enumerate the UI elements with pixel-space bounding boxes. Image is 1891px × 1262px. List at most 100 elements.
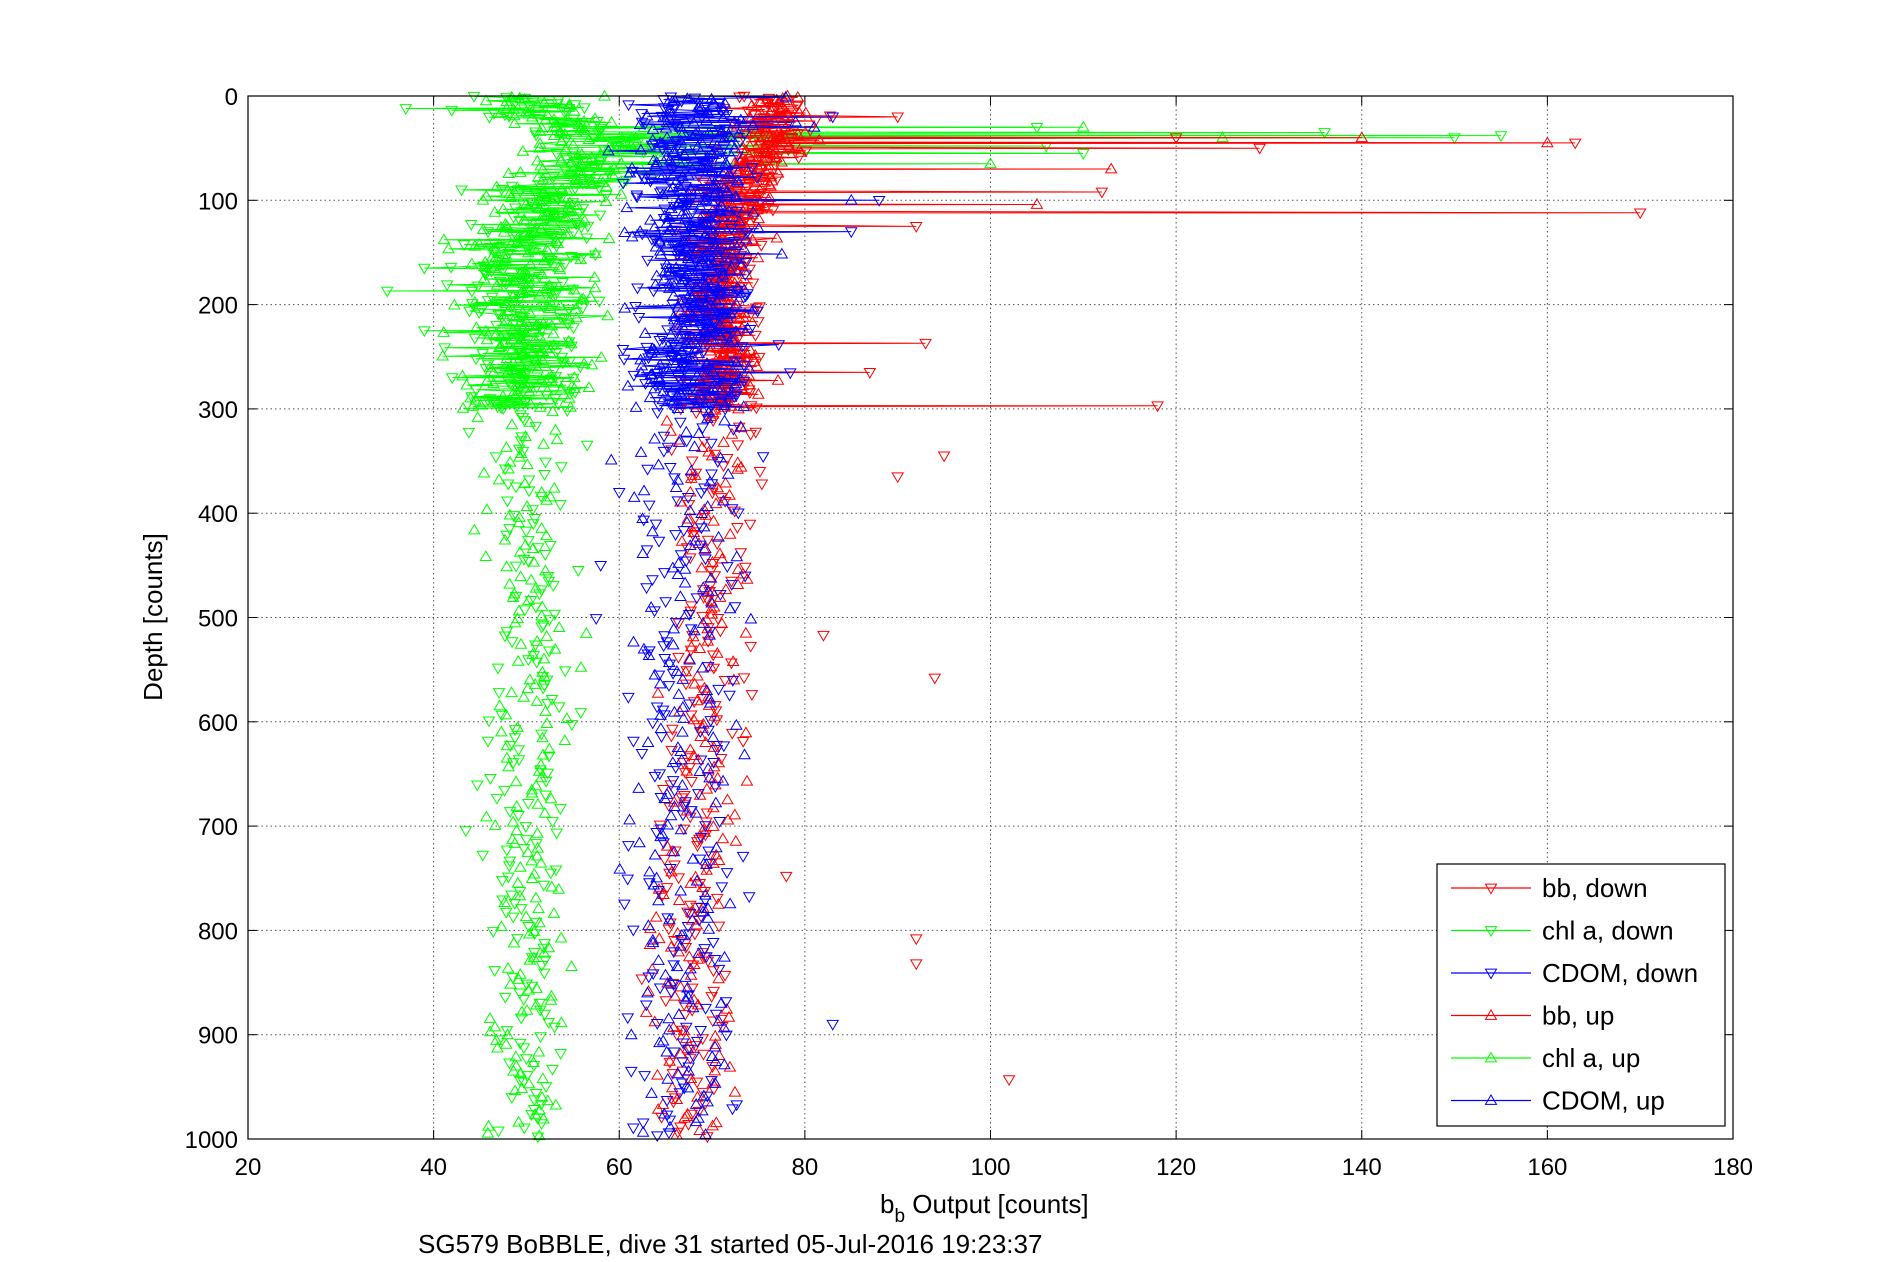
data-point	[535, 1090, 549, 1102]
data-point	[661, 339, 675, 351]
data-point	[909, 934, 923, 946]
data-point	[688, 534, 702, 546]
data-point	[499, 297, 512, 309]
data-point	[708, 571, 722, 583]
data-point	[483, 1012, 497, 1023]
data-point	[514, 436, 528, 448]
data-point	[537, 652, 551, 664]
data-point	[652, 401, 666, 413]
data-point	[380, 286, 394, 298]
data-point	[554, 804, 567, 816]
data-point	[751, 251, 765, 263]
data-point	[546, 817, 559, 828]
data-point	[555, 135, 568, 147]
data-point	[691, 669, 704, 681]
data-point	[703, 383, 717, 395]
data-point	[493, 1035, 506, 1047]
data-point	[677, 234, 690, 246]
data-point	[706, 178, 720, 190]
legend-box	[1436, 863, 1726, 1127]
data-point	[574, 293, 588, 305]
data-point	[664, 424, 678, 436]
data-point	[707, 757, 721, 769]
data-point	[648, 220, 662, 232]
data-point	[654, 172, 668, 184]
data-point	[667, 289, 681, 301]
data-point	[669, 846, 682, 858]
data-point	[669, 763, 683, 774]
data-point	[537, 968, 551, 980]
data-point	[524, 573, 538, 585]
data-point	[565, 156, 578, 168]
data-point	[715, 280, 729, 292]
data-point	[574, 253, 588, 265]
data-point	[1253, 143, 1267, 155]
data-point	[527, 1056, 540, 1067]
data-point	[680, 92, 694, 104]
data-point	[456, 401, 470, 413]
data-point	[653, 983, 667, 995]
data-point	[515, 1005, 529, 1017]
data-point	[734, 460, 748, 472]
data-point	[516, 446, 530, 458]
data-point	[625, 230, 639, 242]
data-point	[533, 401, 547, 412]
data-point	[735, 342, 749, 354]
data-point	[530, 695, 544, 706]
data-point	[657, 214, 671, 225]
data-point	[459, 826, 473, 838]
data-point	[692, 947, 706, 958]
data-point	[571, 149, 584, 161]
data-point	[567, 283, 581, 295]
data-point	[736, 736, 750, 748]
data-point	[667, 1097, 680, 1109]
data-point	[491, 1041, 504, 1053]
data-point	[1076, 149, 1090, 160]
data-point	[528, 1107, 542, 1119]
data-point	[543, 540, 557, 552]
data-point	[524, 397, 538, 409]
data-point	[533, 141, 546, 153]
data-point	[547, 208, 561, 219]
data-point	[742, 385, 756, 397]
data-point	[507, 273, 521, 285]
data-point	[765, 104, 778, 116]
data-point	[550, 241, 563, 253]
data-point	[731, 563, 745, 575]
data-point	[750, 403, 763, 415]
data-point	[524, 246, 537, 258]
legend-swatch-marker	[1484, 1094, 1498, 1105]
data-point	[679, 992, 693, 1004]
data-point	[505, 1093, 519, 1104]
data-point	[498, 992, 512, 1004]
data-point	[539, 282, 553, 293]
data-point	[519, 910, 533, 922]
y-tick-label: 600	[198, 710, 238, 737]
data-point	[653, 188, 667, 200]
data-point	[561, 319, 575, 331]
data-point	[695, 1104, 709, 1116]
data-point	[714, 398, 728, 410]
data-point	[552, 882, 566, 894]
data-point	[681, 921, 695, 933]
data-point	[710, 139, 724, 151]
data-point	[667, 102, 681, 113]
data-point	[485, 292, 499, 304]
data-point	[542, 742, 556, 754]
data-point	[1318, 128, 1332, 139]
data-point	[706, 558, 720, 570]
data-point	[639, 1000, 653, 1012]
data-point	[716, 832, 730, 844]
data-point	[649, 910, 663, 922]
legend-label: chl a, up	[1542, 1043, 1640, 1073]
data-point	[476, 850, 490, 862]
data-point	[640, 109, 654, 121]
data-point	[474, 398, 487, 410]
data-point	[652, 885, 665, 897]
data-point	[665, 153, 679, 164]
data-point	[708, 326, 721, 338]
data-point	[1633, 208, 1647, 220]
data-point	[698, 218, 712, 230]
data-point	[667, 960, 681, 972]
data-point	[745, 99, 759, 110]
